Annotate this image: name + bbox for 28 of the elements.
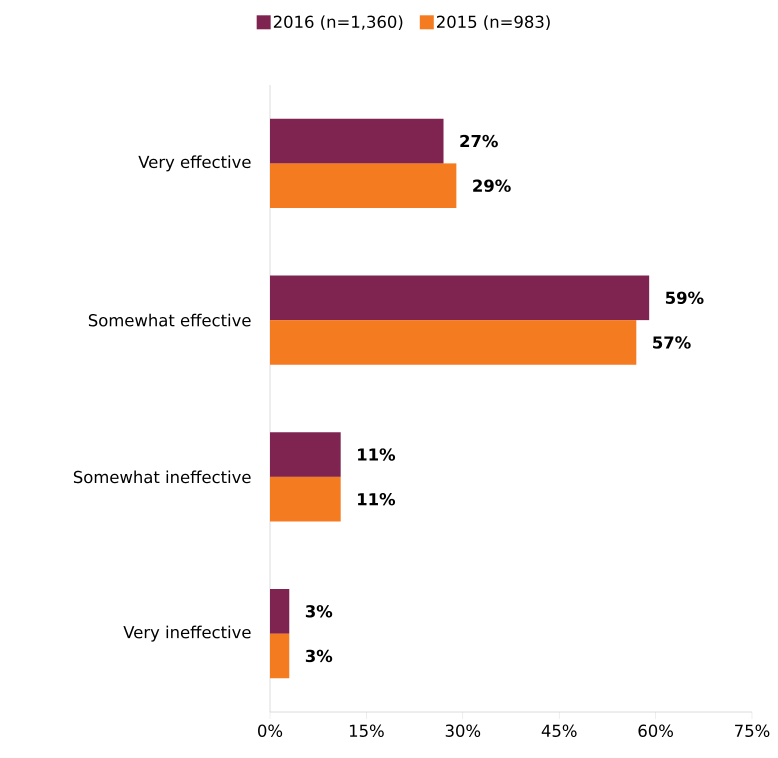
bar [270, 163, 456, 208]
y-tick-label: Very effective [138, 155, 251, 172]
data-label: 57% [653, 336, 691, 349]
data-label: 27% [460, 134, 498, 148]
x-tick-label: 15% [350, 724, 384, 737]
bar [270, 588, 290, 634]
data-label: 11% [358, 448, 396, 461]
data-label: 3% [306, 650, 332, 662]
bar [270, 275, 650, 320]
legend-label: 2016 (n=1,360) [274, 15, 402, 30]
legend-label: 2015 (n=983) [436, 15, 550, 30]
data-label: 29% [473, 180, 511, 192]
data-label: 11% [358, 493, 396, 506]
y-tick-label: Somewhat effective [88, 314, 251, 326]
bar [270, 432, 341, 477]
data-label: 3% [306, 605, 332, 618]
y-tick-label: Somewhat ineffective [74, 470, 251, 484]
bar [270, 320, 636, 365]
bar [270, 118, 444, 164]
x-tick-label: 0% [258, 724, 282, 737]
bar [270, 634, 290, 678]
data-label: 59% [666, 292, 704, 304]
x-tick-label: 60% [638, 724, 673, 737]
y-tick-label: Very ineffective [123, 626, 251, 642]
bar [270, 476, 341, 522]
x-tick-label: 45% [542, 724, 577, 737]
x-tick-label: 30% [446, 724, 480, 737]
x-tick-label: 75% [735, 724, 770, 737]
